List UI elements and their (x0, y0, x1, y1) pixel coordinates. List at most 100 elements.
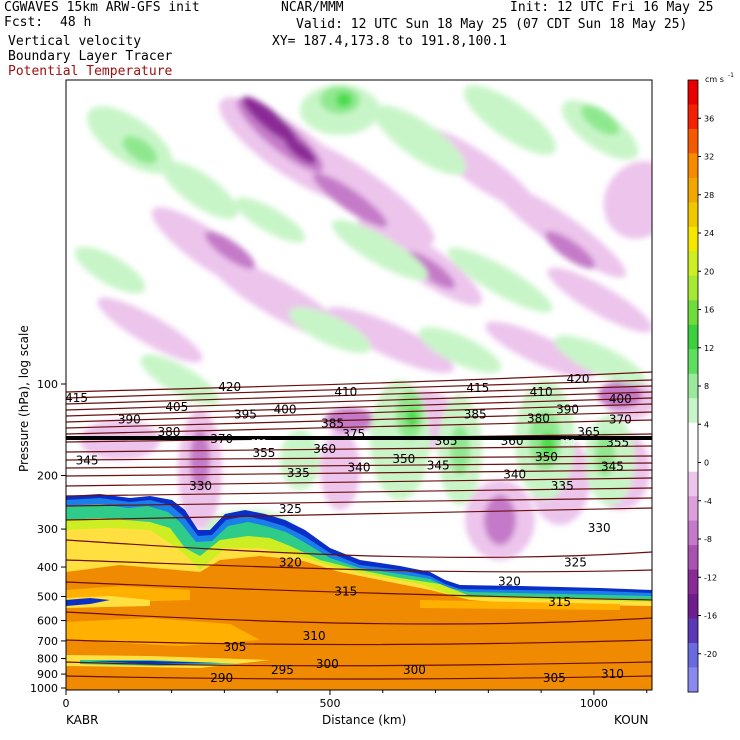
colorbar-swatch (688, 300, 698, 326)
vertical-velocity-field (74, 85, 652, 560)
colorbar-tick-label: 8 (704, 382, 709, 391)
y-tick-label: 200 (37, 470, 58, 483)
colorbar-swatch (688, 275, 698, 301)
y-axis-label: Pressure (hPa), log scale (17, 325, 31, 472)
theta-label: 355 (253, 446, 276, 460)
tropopause-label: 350 (251, 438, 266, 447)
y-tick-label: 1000 (30, 682, 58, 695)
forecast-label: Fcst: (4, 15, 44, 30)
theta-label: 410 (334, 385, 357, 399)
theta-label: 390 (556, 402, 579, 416)
colorbar-swatch (688, 153, 698, 179)
theta-label: 365 (435, 434, 458, 448)
colorbar-swatch (688, 324, 698, 350)
colorbar-units: cm s (705, 75, 724, 84)
valid-time: Valid: 12 UTC Sun 18 May 25 (07 CDT Sun … (296, 17, 688, 32)
theta-label: 350 (535, 450, 558, 464)
colorbar-swatch (688, 104, 698, 130)
theta-label: 325 (279, 502, 302, 516)
theta-label: 315 (548, 595, 571, 609)
theta-label: 370 (609, 413, 632, 427)
colorbar-swatch (688, 643, 698, 669)
x-axis: 0 500 1000 (63, 690, 648, 710)
colorbar-tick-label: 24 (704, 229, 714, 238)
theta-label: 290 (210, 671, 233, 685)
field-label-vertical-velocity: Vertical velocity (8, 34, 142, 49)
theta-label: 310 (601, 667, 624, 681)
colorbar-tick-label: -4 (704, 497, 712, 506)
colorbar-swatch (688, 398, 698, 424)
colorbar-tick-label: 16 (704, 306, 714, 315)
colorbar-tick-label: 4 (704, 420, 709, 429)
colorbar-swatch (688, 349, 698, 375)
colorbar-tick-label: -8 (704, 535, 712, 544)
organization-label: NCAR/MMM (281, 0, 344, 15)
theta-label: 335 (551, 479, 574, 493)
theta-label: 325 (564, 556, 587, 570)
x-tick-label: 1000 (580, 697, 608, 710)
colorbar-tick-label: 32 (704, 153, 714, 162)
theta-label: 400 (609, 392, 632, 406)
theta-label: 370 (210, 432, 233, 446)
theta-label: 300 (403, 663, 426, 677)
colorbar-swatch (688, 520, 698, 546)
theta-label: 330 (588, 521, 611, 535)
x-axis-label: Distance (km) (322, 713, 406, 727)
theta-label: 410 (530, 385, 553, 399)
theta-label: 375 (342, 427, 365, 441)
theta-label: 335 (287, 466, 310, 480)
colorbar-tick-label: -20 (704, 650, 717, 659)
colorbar-swatch (688, 667, 698, 693)
start-station-label: KABR (66, 713, 98, 727)
theta-label: 415 (466, 381, 489, 395)
theta-label: 295 (271, 663, 294, 677)
theta-label: 380 (157, 425, 180, 439)
colorbar-swatch (688, 226, 698, 252)
colorbar-swatch (688, 80, 698, 105)
x-tick-label: 500 (319, 697, 340, 710)
theta-label: 420 (567, 372, 590, 386)
colorbar-units-exponent: -1 (728, 72, 734, 79)
cross-section-endpoints: XY= 187.4,173.8 to 191.8,100.1 (272, 34, 507, 49)
forecast-value: 48 h (60, 15, 92, 30)
field-label-boundary-layer-tracer: Boundary Layer Tracer (8, 49, 173, 64)
theta-label: 340 (503, 468, 526, 482)
y-tick-label: 700 (37, 635, 58, 648)
theta-label: 360 (313, 442, 336, 456)
colorbar-swatch (688, 177, 698, 203)
theta-label: 385 (464, 408, 487, 422)
y-tick-label: 100 (37, 378, 58, 391)
theta-label: 305 (543, 671, 566, 685)
theta-label: 420 (218, 380, 241, 394)
colorbar-swatch (688, 545, 698, 571)
x-tick-label: 0 (63, 697, 70, 710)
init-time: Init: 12 UTC Fri 16 May 25 (510, 0, 714, 15)
y-tick-label: 900 (37, 668, 58, 681)
y-tick-label: 300 (37, 523, 58, 536)
y-tick-label: 500 (37, 590, 58, 603)
theta-label: 320 (498, 575, 521, 589)
theta-label: 315 (334, 584, 357, 598)
y-tick-label: 800 (37, 653, 58, 666)
theta-label: 405 (165, 400, 188, 414)
theta-label: 365 (577, 425, 600, 439)
colorbar: 36 32 28 24 20 16 12 8 4 0 -4 -8 -12 -16 -20 (687, 79, 717, 693)
theta-label: 305 (223, 640, 246, 654)
colorbar-tick-label: 0 (704, 459, 709, 468)
theta-label: 390 (118, 413, 141, 427)
colorbar-swatch (688, 202, 698, 228)
colorbar-tick-label: 20 (704, 267, 714, 276)
theta-label: 380 (527, 412, 550, 426)
theta-label: 355 (606, 436, 629, 450)
colorbar-swatch (688, 471, 698, 497)
tropopause-line (66, 435, 652, 440)
colorbar-swatch (688, 447, 698, 473)
model-title: CGWAVES 15km ARW-GFS init (4, 0, 200, 15)
theta-label: 310 (303, 629, 326, 643)
field-label-potential-temperature: Potential Temperature (8, 64, 173, 79)
colorbar-swatch (688, 569, 698, 595)
tropopause-label: 350 (560, 438, 575, 447)
